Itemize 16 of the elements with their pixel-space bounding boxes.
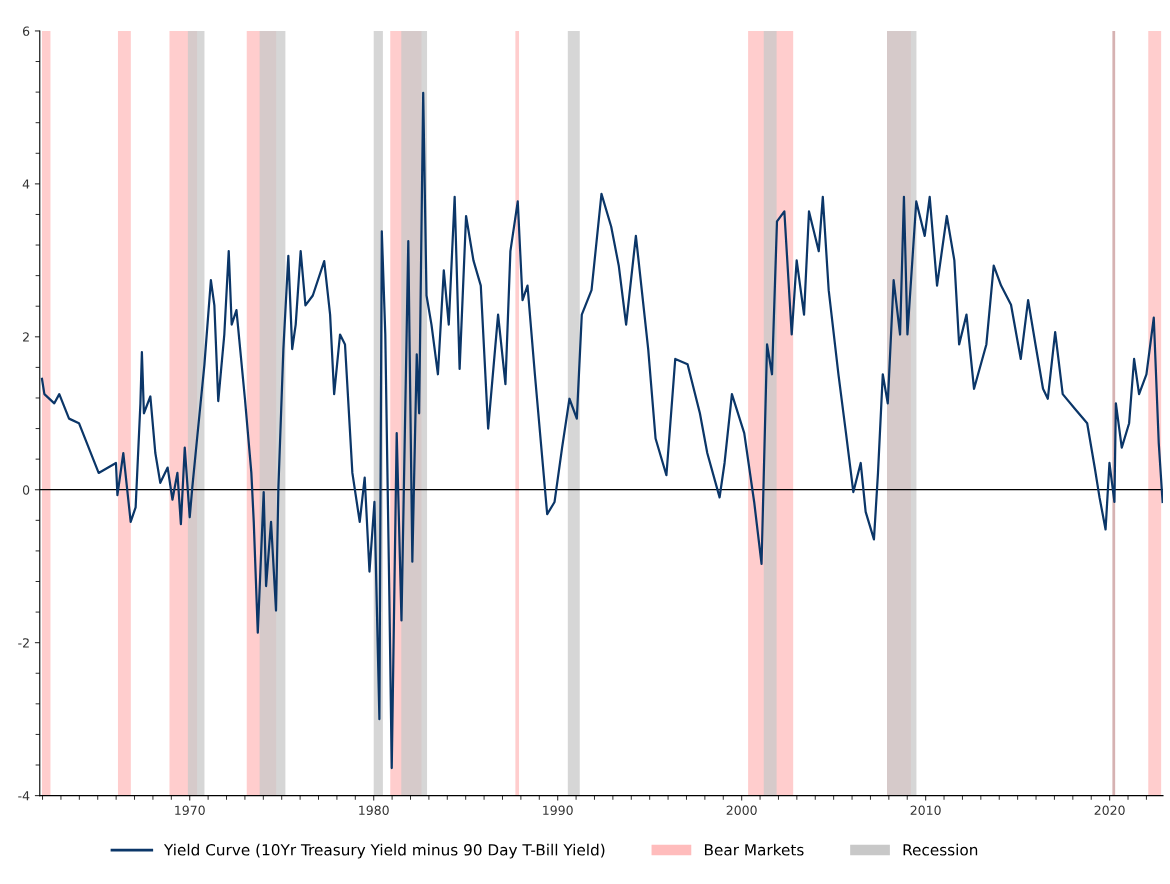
y-tick-label: 0 [22,485,30,495]
x-tick-label: 1980 [359,805,389,815]
y-tick-label: -4 [18,791,30,801]
line-series [40,91,1163,770]
y-tick-label: 6 [22,26,30,36]
x-tick-label: 1970 [175,805,205,815]
legend-label: Bear Markets [704,843,804,856]
x-tick-label: 1990 [543,805,573,815]
x-tick-label: 2010 [910,805,941,815]
y-tick-label: 4 [22,179,30,189]
x-tick-label: 2020 [1094,805,1125,815]
y-tick-label: -2 [18,638,29,648]
legend-label: Yield Curve (10Yr Treasury Yield minus 90 Day T-Bill Yield) [163,843,605,859]
y-tick-label: 2 [23,332,29,342]
legend-label: Recession [903,843,978,856]
x-tick-label: 2000 [726,805,757,815]
